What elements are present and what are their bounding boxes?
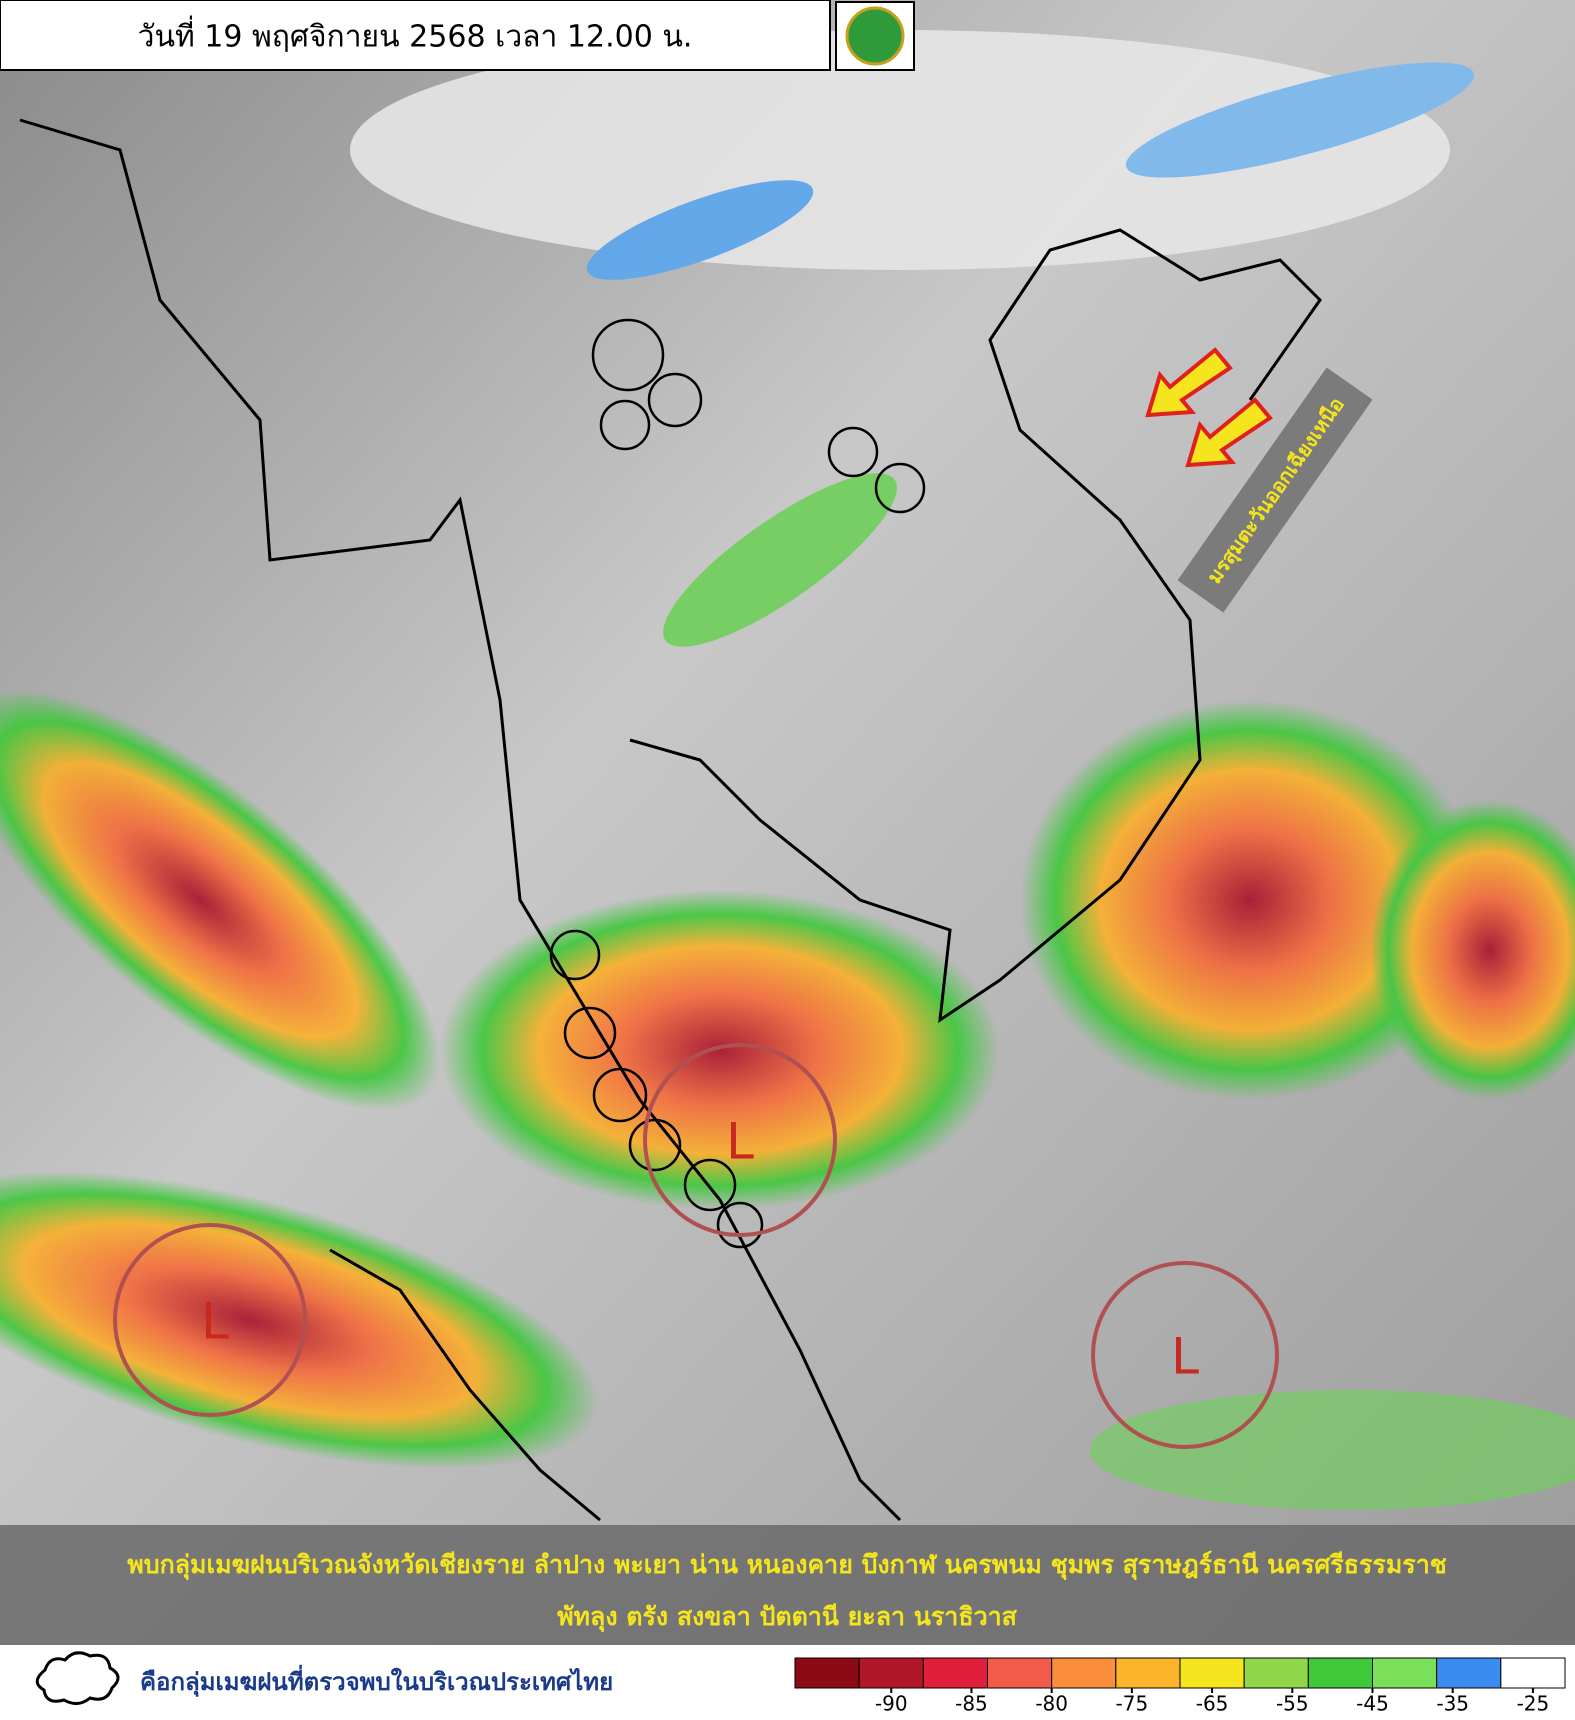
colorbar-swatch [1307, 1657, 1374, 1689]
low-label: L [201, 1293, 229, 1351]
caption-band [0, 1525, 1575, 1645]
colorbar-tick-label: -75 [1116, 1692, 1149, 1716]
legend-label: คือกลุ่มเมฆฝนที่ตรวจพบในบริเวณประเทศไทย [140, 1664, 613, 1698]
colorbar-swatch [922, 1657, 988, 1689]
caption-line: พัทลุง ตรัง สงขลา ปัตตานี ยะลา นราธิวาส [557, 1602, 1018, 1633]
colorbar-swatch [1051, 1657, 1117, 1689]
rain-cloud-outlines [549, 318, 926, 1249]
logo [845, 6, 905, 66]
colorbar-swatch [1372, 1657, 1438, 1689]
cloud-cover [0, 30, 1575, 1510]
colorbar: -90 -85 -80 -75 -65 -55 -45 -35 -25 [794, 1657, 1566, 1716]
low-label: L [726, 1113, 754, 1171]
colorbar-tick-label: -55 [1276, 1692, 1309, 1716]
colorbar-swatch [1179, 1657, 1245, 1689]
colorbar-tick-label: -90 [875, 1692, 908, 1716]
coastline [19, 118, 1322, 1522]
colorbar-swatch [858, 1657, 924, 1689]
low-label: L [1171, 1328, 1199, 1386]
colorbar-swatch [1436, 1657, 1502, 1689]
colorbar-swatch [987, 1657, 1053, 1689]
colorbar-swatch [1243, 1657, 1309, 1689]
title-box [0, 0, 831, 71]
cloud-icon [35, 1651, 120, 1705]
colorbar-tick-label: -85 [955, 1692, 988, 1716]
colorbar-swatch [1115, 1657, 1181, 1689]
colorbar-tick-label: -35 [1436, 1692, 1469, 1716]
colorbar-swatch [794, 1657, 860, 1689]
colorbar-tick-label: -25 [1517, 1692, 1550, 1716]
colorbar-tick-label: -80 [1035, 1692, 1068, 1716]
monsoon-arrows [1145, 347, 1273, 468]
colorbar-tick-label: -65 [1196, 1692, 1229, 1716]
title: วันที่ 19 พฤศจิกายน 2568 เวลา 12.00 น. [138, 16, 693, 55]
low-pressure-circles [113, 1043, 1279, 1449]
colorbar-tick-label: -45 [1356, 1692, 1389, 1716]
colorbar-swatch [1500, 1657, 1566, 1689]
caption-line: พบกลุ่มเมฆฝนบริเวณจังหวัดเชียงราย ลำปาง … [127, 1550, 1447, 1581]
